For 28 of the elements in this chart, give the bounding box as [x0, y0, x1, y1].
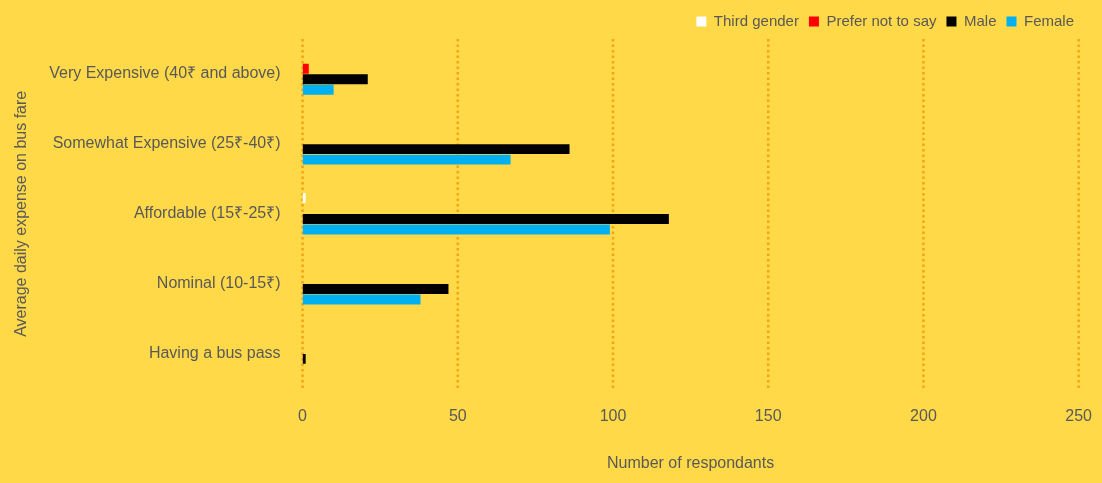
x-tick-label: 250	[1065, 406, 1093, 424]
legend-label: Prefer not to say	[826, 11, 937, 29]
bar	[302, 283, 449, 294]
x-tick-label: 200	[910, 406, 937, 424]
bar	[302, 84, 334, 95]
x-tick-label: 50	[448, 406, 467, 424]
bar	[302, 353, 306, 364]
x-tick-label: 0	[298, 406, 308, 424]
bar	[302, 63, 309, 74]
legend-label: Female	[1023, 11, 1075, 29]
bar	[302, 193, 306, 204]
legend-label: Male	[963, 11, 997, 29]
y-axis-title: Average daily expense on bus fare	[12, 90, 30, 337]
legend-label: Third gender	[713, 11, 799, 29]
y-tick-label: Affordable (15₹-25₹)	[133, 204, 281, 222]
x-tick-label: 150	[754, 406, 782, 424]
y-tick-label: Very Expensive (40₹ and above)	[49, 64, 281, 82]
x-axis-title: Number of respondants	[607, 453, 775, 471]
bar	[302, 154, 511, 165]
bar	[302, 294, 421, 305]
y-tick-label: Somewhat Expensive (25₹-40₹)	[52, 134, 281, 152]
bar	[302, 214, 669, 225]
x-tick-label: 100	[599, 406, 627, 424]
bar	[302, 224, 610, 235]
y-tick-label: Having a bus pass	[148, 344, 281, 362]
y-tick-label: Nominal (10-15₹)	[156, 274, 281, 292]
bar	[302, 74, 368, 85]
bar	[302, 144, 570, 155]
